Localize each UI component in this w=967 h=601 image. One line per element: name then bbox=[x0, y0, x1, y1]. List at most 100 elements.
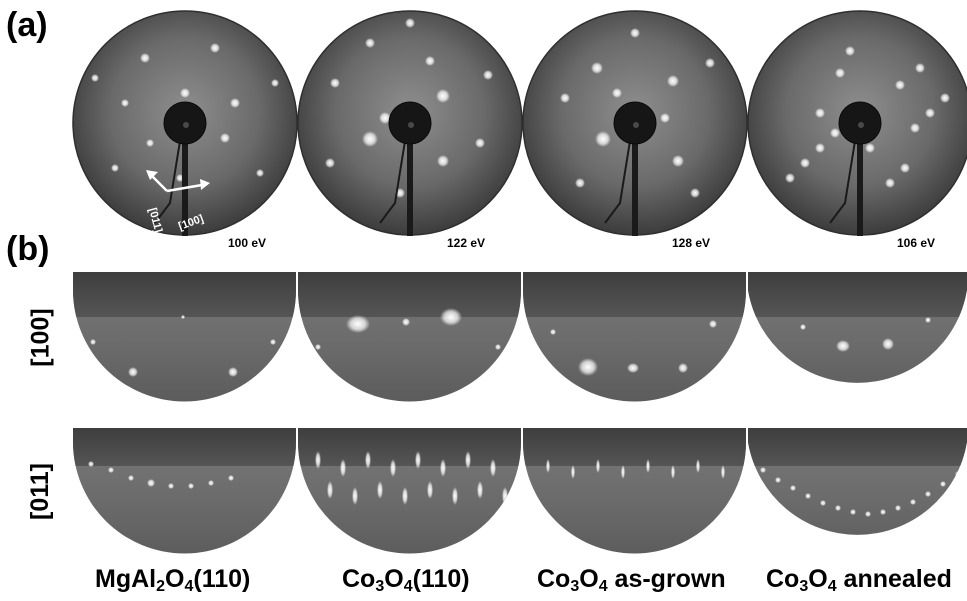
axis-arrow-vertical bbox=[151, 175, 168, 192]
diffraction-spot bbox=[925, 108, 935, 118]
diffraction-spot bbox=[346, 315, 370, 333]
leed-pattern bbox=[522, 10, 748, 236]
diffraction-spot bbox=[895, 80, 905, 90]
sample-shadow bbox=[523, 428, 746, 466]
diffraction-spot bbox=[502, 487, 508, 505]
diffraction-spot bbox=[696, 459, 700, 473]
diffraction-spot bbox=[437, 155, 449, 167]
diffraction-spot bbox=[325, 158, 335, 168]
diffraction-spot bbox=[546, 459, 550, 473]
diffraction-spot bbox=[168, 483, 174, 489]
diffraction-spot bbox=[180, 88, 190, 98]
diffraction-spot bbox=[440, 308, 462, 326]
gun-wire bbox=[829, 140, 856, 224]
diffraction-spot bbox=[475, 138, 485, 148]
diffraction-spot bbox=[910, 499, 916, 505]
direction-label-100: [100] bbox=[26, 308, 55, 367]
diffraction-spot bbox=[483, 70, 493, 80]
diffraction-spot bbox=[121, 99, 129, 107]
diffraction-spot bbox=[925, 491, 931, 497]
diffraction-spot bbox=[365, 38, 375, 48]
diffraction-spot bbox=[425, 56, 435, 66]
gun-aperture bbox=[408, 122, 414, 128]
diffraction-spot bbox=[775, 364, 781, 370]
diffraction-spot bbox=[495, 344, 501, 350]
rheed-pattern bbox=[73, 428, 296, 554]
diffraction-spot bbox=[571, 465, 575, 479]
diffraction-spot bbox=[915, 63, 925, 73]
diffraction-spot bbox=[271, 79, 279, 87]
diffraction-spot bbox=[760, 193, 770, 203]
rheed-pattern bbox=[298, 428, 521, 554]
diffraction-spot bbox=[575, 178, 585, 188]
sample-name-4: Co3O4 annealed bbox=[766, 565, 952, 595]
diffraction-spot bbox=[709, 320, 717, 328]
diffraction-spot bbox=[390, 459, 396, 477]
diffraction-spot bbox=[671, 465, 675, 479]
axis-arrow-horizontal bbox=[166, 183, 203, 193]
diffraction-spot bbox=[128, 475, 134, 481]
sample-shadow bbox=[523, 272, 746, 317]
diffraction-spot bbox=[612, 88, 622, 98]
rheed-pattern bbox=[748, 272, 967, 383]
diffraction-spot bbox=[882, 338, 894, 350]
diffraction-spot bbox=[88, 461, 94, 467]
diffraction-spot bbox=[830, 128, 840, 138]
energy-label-3: 128 eV bbox=[672, 236, 711, 250]
diffraction-spot bbox=[885, 178, 895, 188]
diffraction-spot bbox=[690, 188, 700, 198]
diffraction-spot bbox=[147, 479, 155, 487]
diffraction-spot bbox=[402, 318, 410, 326]
leed-pattern bbox=[747, 10, 967, 236]
diffraction-spot bbox=[865, 143, 875, 153]
gun-holder bbox=[407, 141, 413, 236]
diffraction-spot bbox=[228, 367, 238, 377]
diffraction-spot bbox=[805, 493, 811, 499]
diffraction-spot bbox=[91, 74, 99, 82]
diffraction-spot bbox=[910, 123, 920, 133]
diffraction-spot bbox=[820, 500, 826, 506]
diffraction-spot bbox=[220, 133, 230, 143]
diffraction-spot bbox=[560, 93, 570, 103]
sample-shadow bbox=[748, 428, 967, 466]
gun-aperture bbox=[858, 122, 864, 128]
diffraction-spot bbox=[415, 451, 421, 469]
leed-patterns bbox=[72, 10, 967, 236]
diffraction-spot bbox=[940, 481, 946, 487]
diffraction-spot bbox=[352, 487, 358, 505]
diffraction-spot bbox=[900, 163, 910, 173]
rheed-patterns-011 bbox=[73, 428, 967, 554]
diffraction-spot bbox=[270, 339, 276, 345]
sample-shadow bbox=[298, 428, 521, 466]
diffraction-spot bbox=[146, 139, 154, 147]
diffraction-spot bbox=[596, 459, 600, 473]
diffraction-spot bbox=[925, 317, 931, 323]
diffraction-spot bbox=[672, 155, 684, 167]
sample-shadow bbox=[73, 272, 296, 317]
direction-label-011: [011] bbox=[25, 463, 54, 520]
diffraction-spot bbox=[210, 43, 220, 53]
axis-arrow-vertical-head bbox=[146, 170, 158, 180]
rheed-pattern bbox=[73, 272, 296, 402]
diffraction-spot bbox=[895, 505, 901, 511]
diffraction-spot bbox=[785, 173, 795, 183]
diffraction-spot bbox=[627, 363, 639, 373]
diffraction-spot bbox=[330, 78, 340, 88]
panel-label-b: (b) bbox=[6, 230, 50, 268]
diffraction-spot bbox=[228, 475, 234, 481]
rheed-pattern bbox=[523, 272, 746, 402]
diffraction-spot bbox=[315, 451, 321, 469]
diffraction-spot bbox=[940, 93, 950, 103]
diffraction-spot bbox=[865, 511, 871, 517]
rheed-pattern bbox=[523, 428, 746, 554]
rheed-pattern bbox=[748, 428, 967, 535]
diffraction-spot bbox=[405, 18, 415, 28]
sample-shadow bbox=[298, 272, 521, 317]
diffraction-spot bbox=[188, 483, 194, 489]
diffraction-spot bbox=[721, 465, 725, 479]
diffraction-spot bbox=[850, 509, 856, 515]
gun-wire bbox=[379, 140, 406, 224]
diffraction-spot bbox=[845, 46, 855, 56]
diffraction-spot bbox=[630, 28, 640, 38]
